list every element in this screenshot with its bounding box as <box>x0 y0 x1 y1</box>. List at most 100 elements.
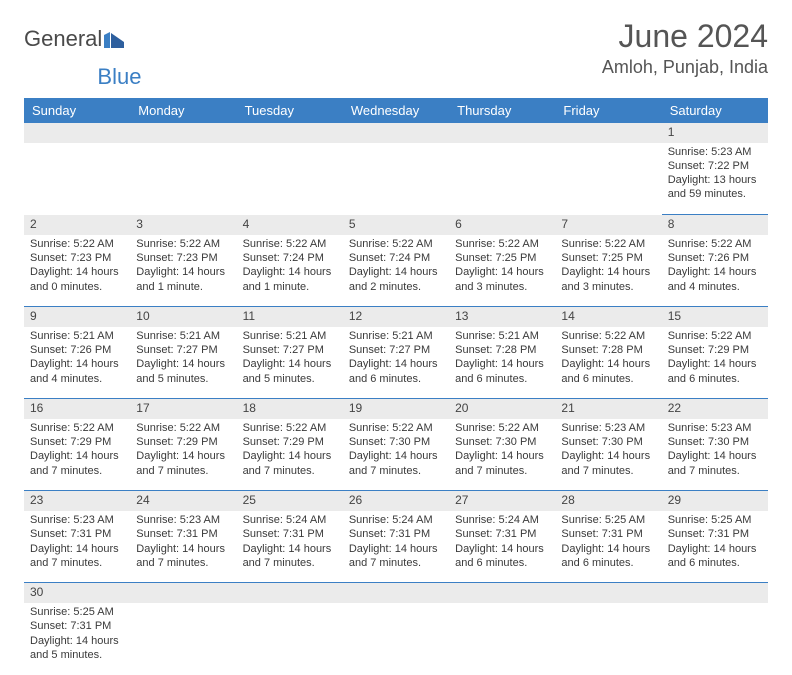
weekday-header: Wednesday <box>343 98 449 123</box>
sunrise-text: Sunrise: 5:23 AM <box>30 513 124 527</box>
title-block: June 2024 Amloh, Punjab, India <box>602 18 768 78</box>
logo: General <box>24 26 126 52</box>
day-number <box>237 123 343 143</box>
sunset-text: Sunset: 7:26 PM <box>30 343 124 357</box>
daylight-text: Daylight: 14 hours and 5 minutes. <box>243 357 337 386</box>
day-cell <box>343 143 449 215</box>
sunrise-text: Sunrise: 5:22 AM <box>668 237 762 251</box>
day-number: 6 <box>449 215 555 235</box>
daylight-text: Daylight: 14 hours and 6 minutes. <box>349 357 443 386</box>
day-number: 25 <box>237 491 343 511</box>
logo-flag-icon <box>104 32 126 48</box>
sunset-text: Sunset: 7:31 PM <box>668 527 762 541</box>
daylight-text: Daylight: 14 hours and 7 minutes. <box>243 542 337 571</box>
day-number: 16 <box>24 399 130 419</box>
weekday-header: Saturday <box>662 98 768 123</box>
sunrise-text: Sunrise: 5:25 AM <box>668 513 762 527</box>
daylight-text: Daylight: 14 hours and 7 minutes. <box>30 449 124 478</box>
logo-text-3: Blue <box>97 64 141 90</box>
sunrise-text: Sunrise: 5:23 AM <box>668 421 762 435</box>
sunrise-text: Sunrise: 5:22 AM <box>243 421 337 435</box>
weekday-header: Friday <box>555 98 661 123</box>
day-cell <box>24 143 130 215</box>
daylight-text: Daylight: 14 hours and 7 minutes. <box>136 449 230 478</box>
sunset-text: Sunset: 7:29 PM <box>243 435 337 449</box>
day-number: 28 <box>555 491 661 511</box>
sunset-text: Sunset: 7:31 PM <box>561 527 655 541</box>
day-number <box>662 583 768 603</box>
daynum-row: 23242526272829 <box>24 491 768 511</box>
weekday-header: Tuesday <box>237 98 343 123</box>
daylight-text: Daylight: 14 hours and 7 minutes. <box>30 542 124 571</box>
sunset-text: Sunset: 7:27 PM <box>349 343 443 357</box>
sunrise-text: Sunrise: 5:22 AM <box>561 237 655 251</box>
day-number: 2 <box>24 215 130 235</box>
sunset-text: Sunset: 7:30 PM <box>668 435 762 449</box>
sunset-text: Sunset: 7:30 PM <box>561 435 655 449</box>
daylight-text: Daylight: 14 hours and 4 minutes. <box>30 357 124 386</box>
sunset-text: Sunset: 7:29 PM <box>30 435 124 449</box>
daylight-text: Daylight: 14 hours and 3 minutes. <box>561 265 655 294</box>
day-number: 27 <box>449 491 555 511</box>
logo-text-1: Genera <box>24 26 97 52</box>
day-cell <box>555 603 661 675</box>
location: Amloh, Punjab, India <box>602 57 768 78</box>
day-cell: Sunrise: 5:22 AMSunset: 7:24 PMDaylight:… <box>237 235 343 307</box>
day-number <box>449 583 555 603</box>
sunset-text: Sunset: 7:31 PM <box>136 527 230 541</box>
weekday-header: Thursday <box>449 98 555 123</box>
day-cell <box>662 603 768 675</box>
daylight-text: Daylight: 14 hours and 6 minutes. <box>455 357 549 386</box>
day-cell <box>343 603 449 675</box>
day-number: 14 <box>555 307 661 327</box>
daynum-row: 2345678 <box>24 215 768 235</box>
day-cell: Sunrise: 5:23 AMSunset: 7:22 PMDaylight:… <box>662 143 768 215</box>
daylight-text: Daylight: 14 hours and 1 minute. <box>136 265 230 294</box>
day-number: 1 <box>662 123 768 143</box>
detail-row: Sunrise: 5:21 AMSunset: 7:26 PMDaylight:… <box>24 327 768 399</box>
day-number <box>237 583 343 603</box>
day-cell: Sunrise: 5:25 AMSunset: 7:31 PMDaylight:… <box>24 603 130 675</box>
sunset-text: Sunset: 7:23 PM <box>30 251 124 265</box>
day-cell: Sunrise: 5:21 AMSunset: 7:27 PMDaylight:… <box>237 327 343 399</box>
day-number: 18 <box>237 399 343 419</box>
daylight-text: Daylight: 14 hours and 3 minutes. <box>455 265 549 294</box>
sunrise-text: Sunrise: 5:22 AM <box>349 421 443 435</box>
day-cell: Sunrise: 5:24 AMSunset: 7:31 PMDaylight:… <box>449 511 555 583</box>
day-cell <box>130 603 236 675</box>
day-number <box>343 123 449 143</box>
daylight-text: Daylight: 14 hours and 1 minute. <box>243 265 337 294</box>
day-cell: Sunrise: 5:22 AMSunset: 7:29 PMDaylight:… <box>130 419 236 491</box>
day-cell <box>449 143 555 215</box>
day-number: 20 <box>449 399 555 419</box>
day-number: 24 <box>130 491 236 511</box>
sunset-text: Sunset: 7:25 PM <box>455 251 549 265</box>
sunrise-text: Sunrise: 5:22 AM <box>136 421 230 435</box>
day-cell: Sunrise: 5:22 AMSunset: 7:30 PMDaylight:… <box>449 419 555 491</box>
day-cell: Sunrise: 5:22 AMSunset: 7:30 PMDaylight:… <box>343 419 449 491</box>
sunrise-text: Sunrise: 5:25 AM <box>30 605 124 619</box>
day-number <box>130 123 236 143</box>
daylight-text: Daylight: 14 hours and 7 minutes. <box>136 542 230 571</box>
day-number <box>555 583 661 603</box>
daylight-text: Daylight: 14 hours and 6 minutes. <box>455 542 549 571</box>
day-number: 23 <box>24 491 130 511</box>
sunrise-text: Sunrise: 5:21 AM <box>455 329 549 343</box>
daynum-row: 30 <box>24 583 768 603</box>
day-cell: Sunrise: 5:21 AMSunset: 7:27 PMDaylight:… <box>130 327 236 399</box>
sunrise-text: Sunrise: 5:22 AM <box>243 237 337 251</box>
daylight-text: Daylight: 14 hours and 6 minutes. <box>668 542 762 571</box>
sunrise-text: Sunrise: 5:23 AM <box>561 421 655 435</box>
day-number: 3 <box>130 215 236 235</box>
sunset-text: Sunset: 7:24 PM <box>349 251 443 265</box>
sunset-text: Sunset: 7:31 PM <box>30 527 124 541</box>
day-cell <box>130 143 236 215</box>
day-number: 8 <box>662 215 768 235</box>
day-number: 21 <box>555 399 661 419</box>
day-cell: Sunrise: 5:25 AMSunset: 7:31 PMDaylight:… <box>555 511 661 583</box>
daylight-text: Daylight: 13 hours and 59 minutes. <box>668 173 762 202</box>
sunset-text: Sunset: 7:28 PM <box>455 343 549 357</box>
daylight-text: Daylight: 14 hours and 2 minutes. <box>349 265 443 294</box>
daylight-text: Daylight: 14 hours and 6 minutes. <box>668 357 762 386</box>
detail-row: Sunrise: 5:23 AMSunset: 7:22 PMDaylight:… <box>24 143 768 215</box>
